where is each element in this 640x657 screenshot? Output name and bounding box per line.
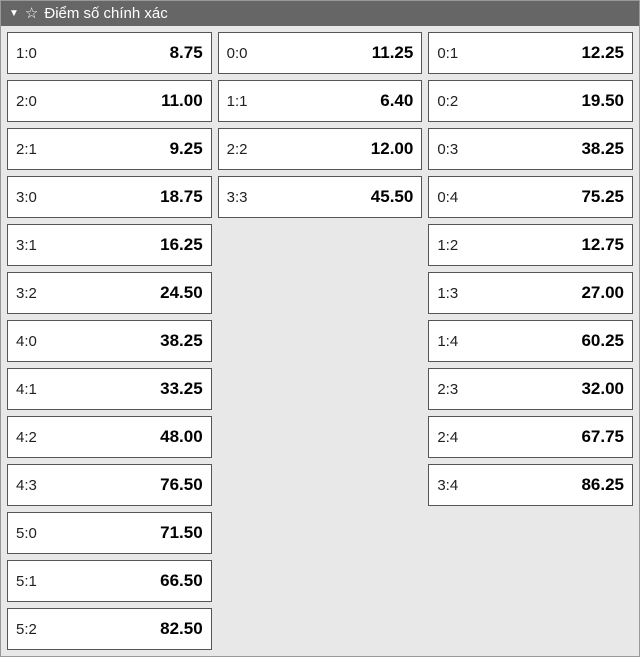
star-icon: ☆ xyxy=(25,6,38,21)
odds-value: 60.25 xyxy=(581,331,624,351)
score-label: 1:2 xyxy=(437,237,458,254)
score-label: 2:2 xyxy=(227,141,248,158)
odds-value: 75.25 xyxy=(581,187,624,207)
odds-value: 8.75 xyxy=(170,43,203,63)
odds-value: 67.75 xyxy=(581,427,624,447)
odds-cell[interactable]: 0:3 38.25 xyxy=(428,128,633,170)
column-draw: 0:0 11.25 1:1 6.40 2:2 12.00 3:3 45.50 xyxy=(218,32,423,650)
odds-value: 6.40 xyxy=(380,91,413,111)
score-label: 2:1 xyxy=(16,141,37,158)
odds-value: 76.50 xyxy=(160,475,203,495)
odds-cell[interactable]: 0:0 11.25 xyxy=(218,32,423,74)
odds-value: 11.25 xyxy=(372,43,414,63)
odds-value: 66.50 xyxy=(160,571,203,591)
odds-cell[interactable]: 4:3 76.50 xyxy=(7,464,212,506)
score-label: 5:1 xyxy=(16,573,37,590)
odds-value: 86.25 xyxy=(581,475,624,495)
odds-value: 12.25 xyxy=(581,43,624,63)
odds-cell[interactable]: 4:1 33.25 xyxy=(7,368,212,410)
column-home: 1:08.752:011.002:19.253:018.753:116.253:… xyxy=(7,32,212,650)
panel-body: 1:08.752:011.002:19.253:018.753:116.253:… xyxy=(1,26,639,656)
score-label: 3:1 xyxy=(16,237,37,254)
score-label: 0:2 xyxy=(437,93,458,110)
odds-cell[interactable]: 1:1 6.40 xyxy=(218,80,423,122)
odds-cell[interactable]: 1:4 60.25 xyxy=(428,320,633,362)
column-away: 0:1 12.25 0:2 19.50 0:3 38.25 0:4 75.25 1:2 12.75… xyxy=(428,32,633,650)
odds-cell[interactable]: 4:2 48.00 xyxy=(7,416,212,458)
odds-cell[interactable]: 2:0 11.00 xyxy=(7,80,212,122)
score-label: 5:0 xyxy=(16,525,37,542)
score-label: 5:2 xyxy=(16,621,37,638)
score-label: 1:1 xyxy=(227,93,248,110)
odds-value: 33.25 xyxy=(160,379,203,399)
odds-cell[interactable]: 1:3 27.00 xyxy=(428,272,633,314)
score-label: 4:1 xyxy=(16,381,37,398)
odds-cell[interactable]: 0:1 12.25 xyxy=(428,32,633,74)
odds-cell[interactable]: 5:2 82.50 xyxy=(7,608,212,650)
odds-value: 71.50 xyxy=(160,523,203,543)
score-label: 2:0 xyxy=(16,93,37,110)
odds-value: 18.75 xyxy=(160,187,203,207)
odds-cell[interactable]: 3:2 24.50 xyxy=(7,272,212,314)
odds-value: 45.50 xyxy=(371,187,414,207)
odds-cell[interactable]: 5:0 71.50 xyxy=(7,512,212,554)
score-label: 4:0 xyxy=(16,333,37,350)
odds-cell[interactable]: 3:0 18.75 xyxy=(7,176,212,218)
score-label: 0:1 xyxy=(437,45,458,62)
panel-header[interactable]: ▼ ☆ Điểm số chính xác xyxy=(1,1,639,26)
panel-title: Điểm số chính xác xyxy=(44,5,167,22)
score-label: 3:0 xyxy=(16,189,37,206)
score-label: 1:0 xyxy=(16,45,37,62)
odds-cell[interactable]: 2:1 9.25 xyxy=(7,128,212,170)
odds-cell[interactable]: 3:1 16.25 xyxy=(7,224,212,266)
score-label: 0:4 xyxy=(437,189,458,206)
score-label: 4:3 xyxy=(16,477,37,494)
correct-score-panel: ▼ ☆ Điểm số chính xác 1:0 8.75 2:0 11.00 2:1… xyxy=(0,0,640,657)
odds-value: 9.25 xyxy=(170,139,203,159)
score-label: 1:3 xyxy=(437,285,458,302)
odds-cell[interactable]: 5:1 66.50 xyxy=(7,560,212,602)
odds-value: 16.25 xyxy=(160,235,203,255)
odds-value: 32.00 xyxy=(581,379,624,399)
odds-value: 48.00 xyxy=(160,427,203,447)
odds-value: 38.25 xyxy=(160,331,203,351)
odds-value: 82.50 xyxy=(160,619,203,639)
score-label: 0:0 xyxy=(227,45,248,62)
score-label: 1:4 xyxy=(437,333,458,350)
odds-value: 27.00 xyxy=(581,283,624,303)
odds-cell[interactable]: 0:4 75.25 xyxy=(428,176,633,218)
odds-cell[interactable]: 4:0 38.25 xyxy=(7,320,212,362)
odds-cell[interactable]: 1:0 8.75 xyxy=(7,32,212,74)
score-label: 2:3 xyxy=(437,381,458,398)
odds-cell[interactable]: 3:4 86.25 xyxy=(428,464,633,506)
odds-value: 11.00 xyxy=(161,91,203,111)
odds-value: 12.00 xyxy=(371,139,414,159)
score-label: 4:2 xyxy=(16,429,37,446)
odds-cell[interactable]: 2:4 67.75 xyxy=(428,416,633,458)
odds-cell[interactable]: 2:3 32.00 xyxy=(428,368,633,410)
odds-value: 24.50 xyxy=(160,283,203,303)
odds-value: 12.75 xyxy=(581,235,624,255)
score-label: 0:3 xyxy=(437,141,458,158)
collapse-icon: ▼ xyxy=(9,8,19,19)
score-label: 2:4 xyxy=(437,429,458,446)
odds-cell[interactable]: 0:2 19.50 xyxy=(428,80,633,122)
score-label: 3:3 xyxy=(227,189,248,206)
odds-cell[interactable]: 1:2 12.75 xyxy=(428,224,633,266)
odds-cell[interactable]: 2:2 12.00 xyxy=(218,128,423,170)
odds-value: 19.50 xyxy=(581,91,624,111)
odds-cell[interactable]: 3:3 45.50 xyxy=(218,176,423,218)
odds-value: 38.25 xyxy=(581,139,624,159)
score-label: 3:4 xyxy=(437,477,458,494)
score-label: 3:2 xyxy=(16,285,37,302)
